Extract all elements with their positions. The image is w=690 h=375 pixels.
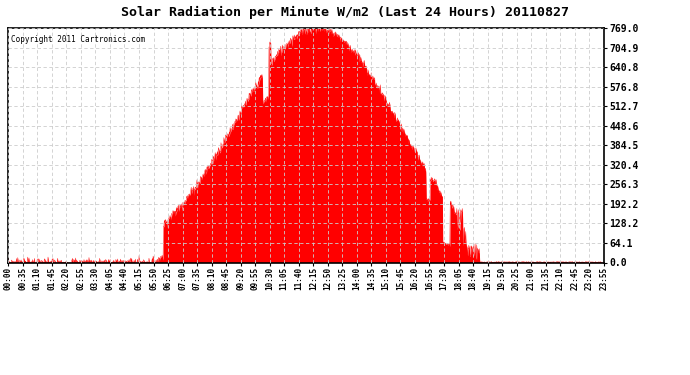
Text: Copyright 2011 Cartronics.com: Copyright 2011 Cartronics.com — [11, 35, 146, 44]
Text: Solar Radiation per Minute W/m2 (Last 24 Hours) 20110827: Solar Radiation per Minute W/m2 (Last 24… — [121, 6, 569, 19]
